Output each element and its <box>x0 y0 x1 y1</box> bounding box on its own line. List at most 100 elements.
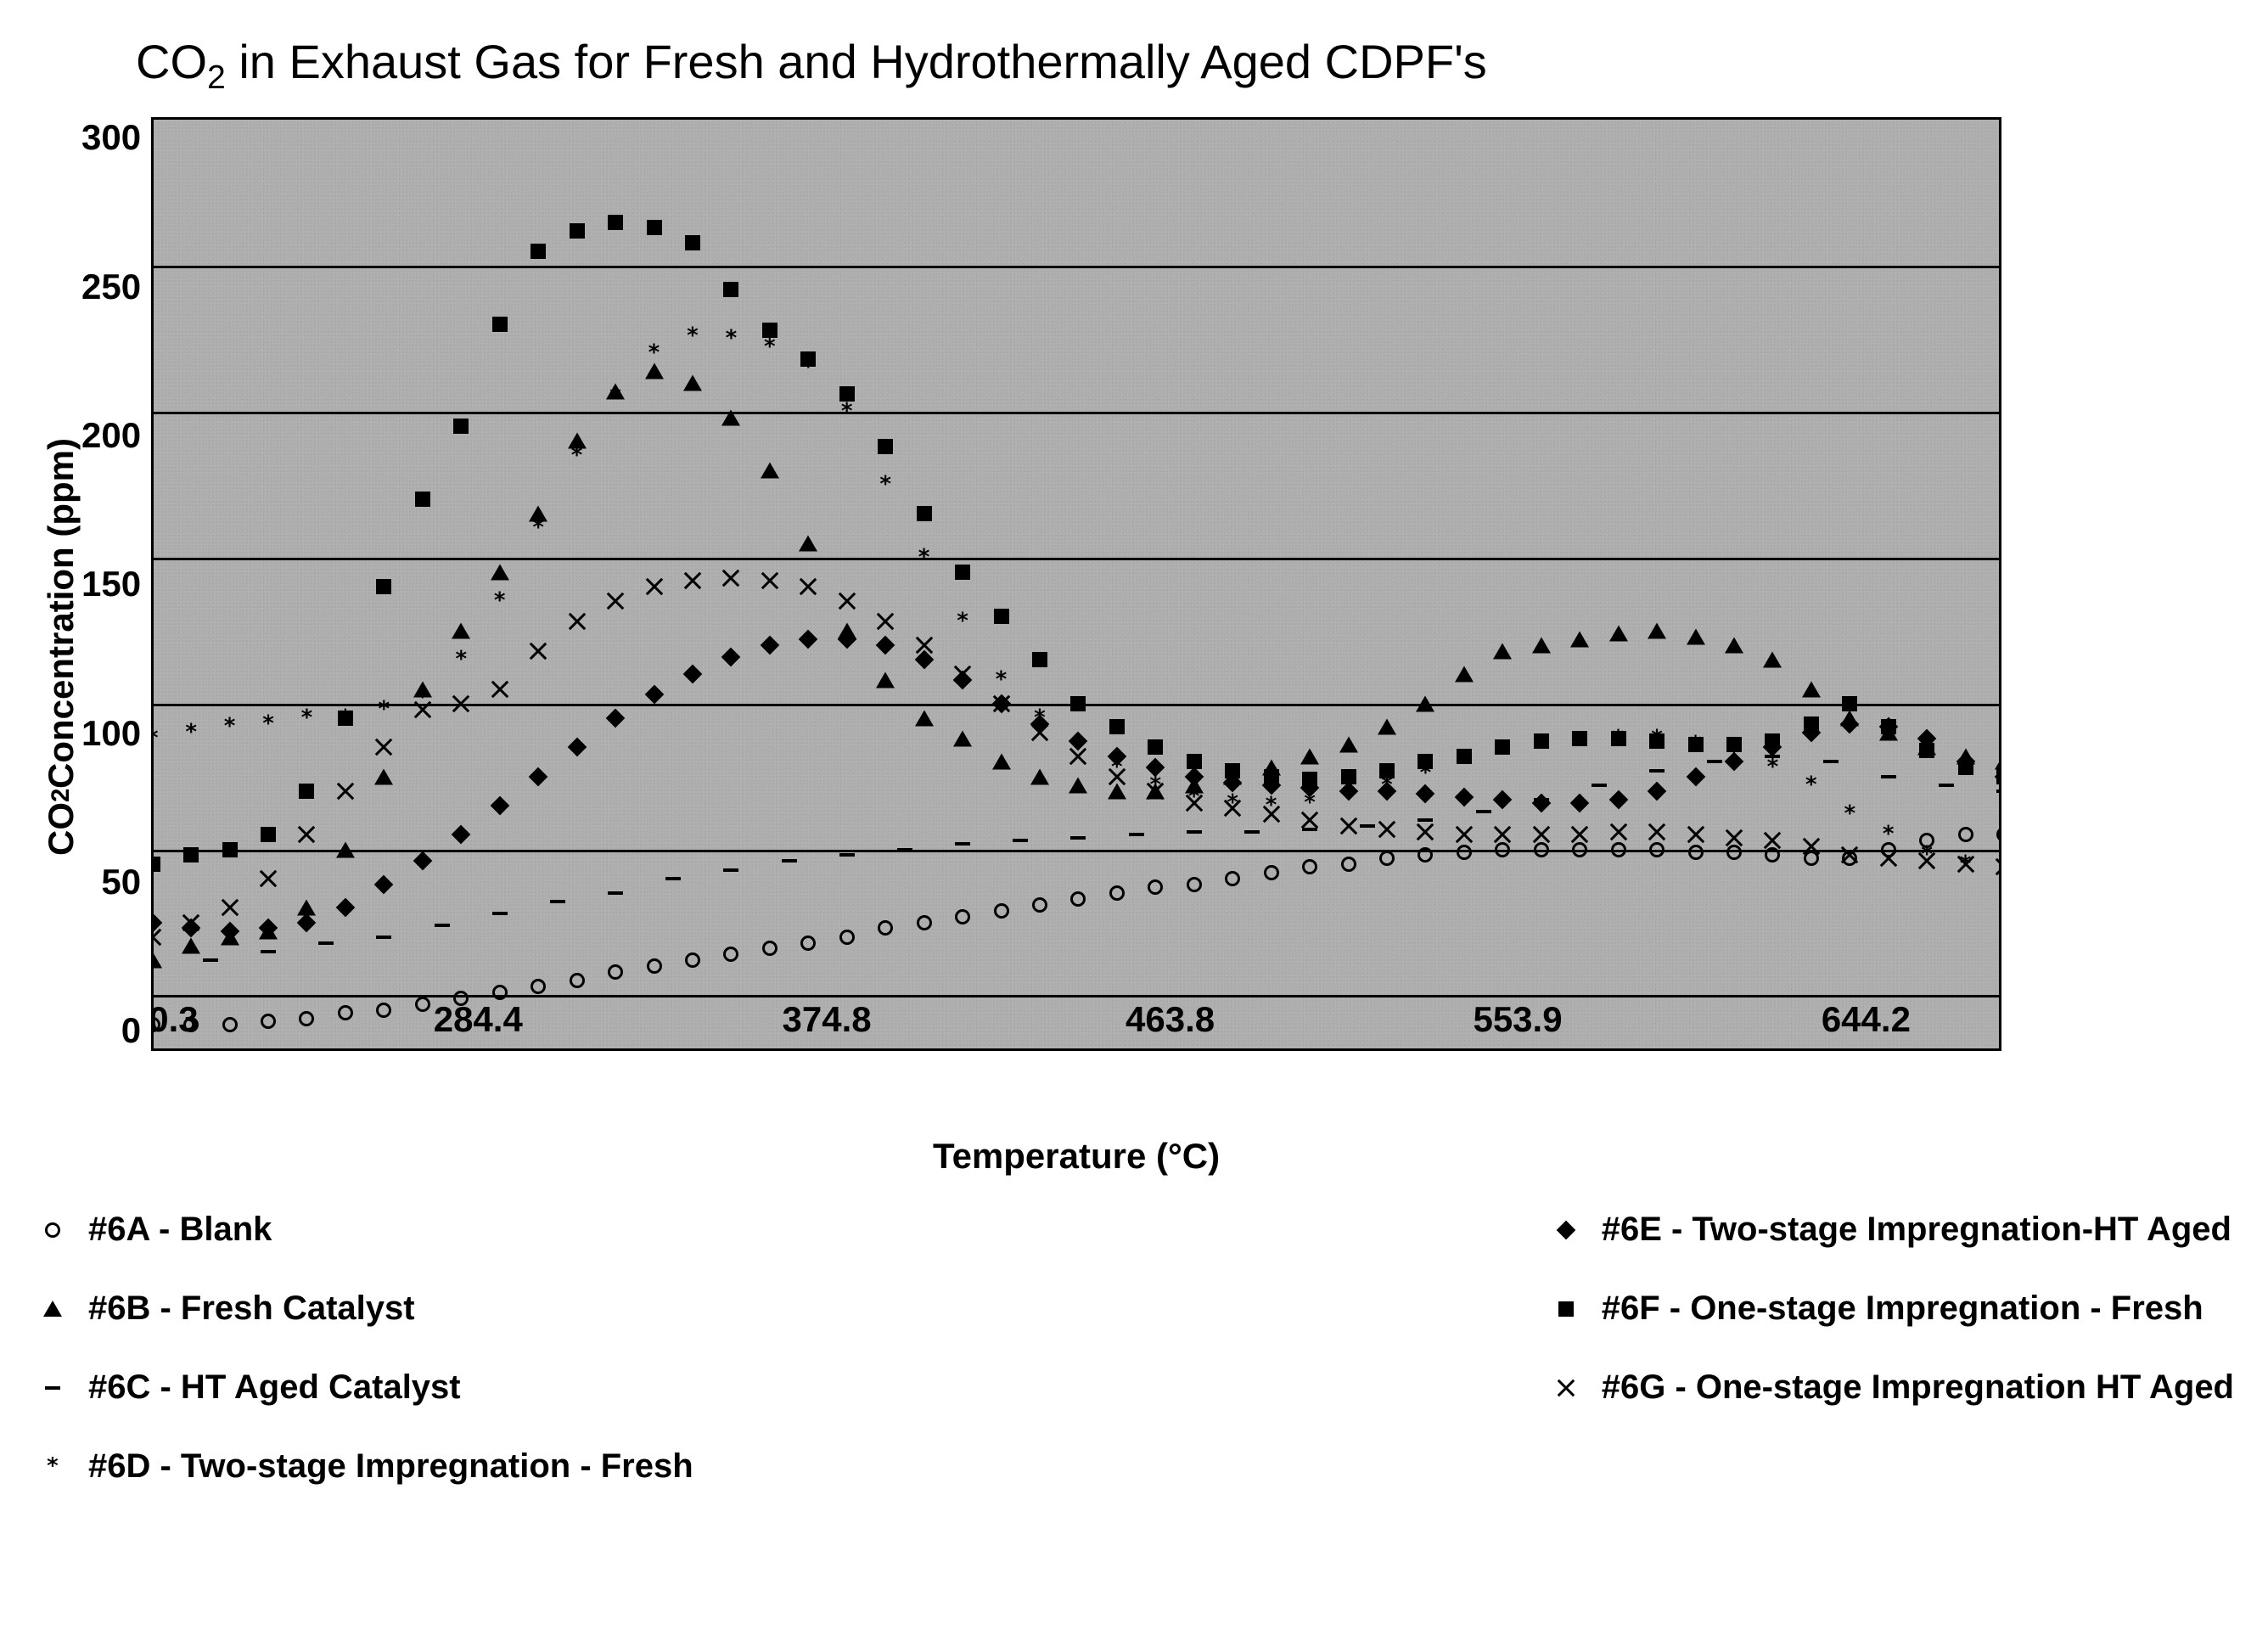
data-point-6A <box>261 1014 276 1029</box>
data-point-6C <box>723 868 738 872</box>
chart-body: CO2 Concentration (ppm) 3002502001501005… <box>34 117 2234 1177</box>
data-point-6G <box>1840 846 1859 864</box>
legend-item-6B: #6B - Fresh Catalyst <box>34 1290 693 1328</box>
data-point-6F <box>1032 652 1047 667</box>
data-point-6A <box>338 1005 353 1020</box>
legend-label: #6E - Two-stage Impregnation-HT Aged <box>1602 1211 2232 1249</box>
data-point-6G <box>452 694 470 713</box>
data-point-6D: * <box>493 596 507 607</box>
data-point-6F <box>1495 739 1510 755</box>
data-point-6F <box>222 842 238 857</box>
data-point-6A <box>376 1003 391 1018</box>
data-point-6F <box>1264 769 1279 784</box>
data-point-6F <box>1842 696 1857 711</box>
data-point-6G <box>1185 794 1204 812</box>
data-point-6D: * <box>840 406 854 417</box>
data-point-6F <box>1726 737 1742 752</box>
data-point-6F <box>1765 733 1780 749</box>
data-point-6C <box>1939 784 1954 787</box>
y-tick-label: 200 <box>81 415 141 456</box>
data-point-6F <box>762 323 778 338</box>
data-point-6A <box>1996 827 2001 842</box>
data-point-6C <box>1187 830 1202 834</box>
data-point-6F <box>1070 696 1086 711</box>
data-point-6G <box>915 636 934 655</box>
x-tick-label: 284.4 <box>434 999 523 1040</box>
data-point-6F <box>839 386 855 402</box>
data-point-6G <box>645 577 664 596</box>
data-point-6G <box>1648 823 1666 841</box>
data-point-6C <box>318 941 334 945</box>
y-axis-label: CO2 Concentration (ppm) <box>34 117 81 1177</box>
data-point-6D: * <box>918 552 931 563</box>
gridline <box>154 266 1999 268</box>
data-point-6F <box>415 492 430 507</box>
data-point-6B <box>915 710 934 726</box>
legend-label: #6D - Two-stage Impregnation - Fresh <box>88 1447 693 1486</box>
data-point-6G <box>1687 825 1705 844</box>
legend-item-6G: #6G - One-stage Impregnation HT Aged <box>1547 1368 2234 1407</box>
data-point-6A <box>685 952 700 968</box>
y-tick-label: 250 <box>81 267 141 307</box>
data-point-6A <box>1418 847 1433 863</box>
data-point-6A <box>1225 871 1240 886</box>
data-point-6C <box>1129 833 1144 836</box>
data-point-6A <box>1032 897 1047 913</box>
data-point-6F <box>151 857 160 872</box>
data-point-6G <box>1378 820 1396 839</box>
data-point-6F <box>453 419 469 434</box>
data-point-6D: * <box>1882 829 1895 840</box>
data-point-6A <box>1379 851 1395 866</box>
data-point-6F <box>1958 760 1973 775</box>
data-point-6C <box>1649 769 1665 773</box>
x-tick-label: 553.9 <box>1473 999 1562 1040</box>
data-point-6D: * <box>1766 762 1780 773</box>
data-point-6G <box>1262 805 1281 823</box>
data-point-6D: * <box>763 342 777 353</box>
data-point-6G <box>1069 747 1087 766</box>
data-point-6F <box>1688 737 1704 752</box>
gridline <box>154 412 1999 414</box>
data-point-6G <box>151 928 162 947</box>
data-point-6F <box>647 220 662 235</box>
data-point-6A <box>800 936 816 951</box>
data-point-6A <box>570 973 585 988</box>
data-point-6B <box>1995 754 2001 770</box>
data-point-6G <box>721 569 740 587</box>
data-point-6F <box>1225 763 1240 778</box>
data-point-6G <box>1300 811 1319 829</box>
legend-label: #6G - One-stage Impregnation HT Aged <box>1602 1368 2234 1407</box>
data-point-6A <box>531 979 546 994</box>
data-point-6C <box>492 912 508 915</box>
data-point-6F <box>1572 731 1587 746</box>
data-point-6A <box>453 991 469 1006</box>
star-icon: * <box>34 1448 71 1486</box>
data-point-6G <box>336 782 355 801</box>
legend-item-6E: #6E - Two-stage Impregnation-HT Aged <box>1547 1211 2234 1249</box>
data-point-6D: * <box>686 330 699 341</box>
data-point-6B <box>992 754 1011 770</box>
data-point-6F <box>1302 772 1317 787</box>
data-point-6F <box>531 244 546 259</box>
data-point-6F <box>955 565 970 580</box>
data-point-6A <box>762 941 778 956</box>
data-point-6C <box>1360 824 1375 828</box>
data-point-6B <box>953 730 972 746</box>
plot-area: 200.3284.4374.8463.8553.9644.2**********… <box>151 117 2001 1051</box>
data-point-6C <box>955 842 970 846</box>
data-point-6F <box>338 711 353 726</box>
data-point-6B <box>1532 637 1551 653</box>
figure: CO2 in Exhaust Gas for Fresh and Hydroth… <box>34 34 2234 1486</box>
data-point-6G <box>221 898 239 917</box>
data-point-6C <box>608 891 623 895</box>
data-point-6G <box>1879 849 1898 868</box>
data-point-6F <box>1804 716 1819 732</box>
data-point-6C <box>1881 775 1896 778</box>
data-point-6B <box>1493 643 1512 659</box>
data-point-6G <box>1532 825 1551 844</box>
diamond-icon <box>1547 1211 1585 1249</box>
data-point-6A <box>647 958 662 974</box>
square-icon <box>1547 1290 1585 1328</box>
data-point-6G <box>1570 825 1589 844</box>
data-point-6F <box>1919 743 1934 758</box>
